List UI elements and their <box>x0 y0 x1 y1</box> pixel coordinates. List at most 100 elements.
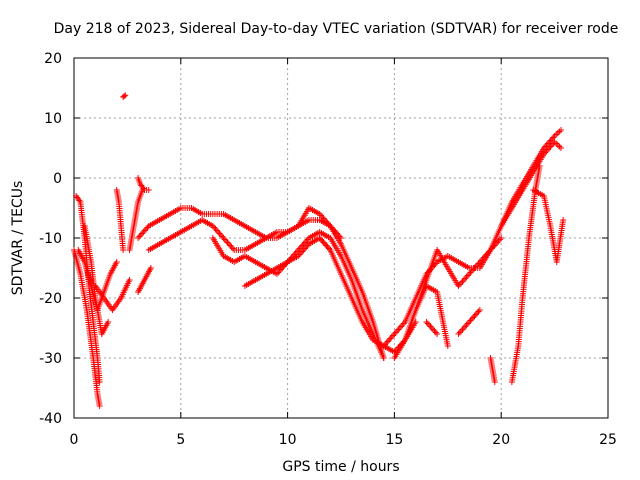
data-point <box>466 319 473 325</box>
data-point <box>470 314 477 321</box>
data-point <box>544 146 551 153</box>
data-point <box>229 245 236 252</box>
x-tick-label: 15 <box>385 432 403 448</box>
data-point <box>135 235 142 241</box>
data-point <box>217 232 224 238</box>
data-point <box>301 239 308 246</box>
data-point <box>550 134 557 141</box>
data-point <box>137 232 144 238</box>
data-point <box>394 328 401 334</box>
data-point <box>423 319 430 325</box>
x-tick-label: 5 <box>176 432 185 448</box>
data-point <box>548 142 555 148</box>
data-point <box>380 355 387 361</box>
data-point <box>476 307 483 313</box>
data-point <box>548 136 555 142</box>
data-point <box>558 127 565 133</box>
data-point <box>140 229 147 235</box>
data-point <box>96 379 103 385</box>
y-tick-label: 20 <box>44 51 62 67</box>
data-point <box>547 143 554 150</box>
data-point <box>558 145 565 151</box>
x-axis-label: GPS time / hours <box>282 459 399 475</box>
data-point <box>431 328 438 334</box>
chart-title: Day 218 of 2023, Sidereal Day-to-day VTE… <box>54 21 619 37</box>
data-point <box>105 319 112 325</box>
data-point <box>319 214 326 220</box>
data-point <box>543 148 550 154</box>
data-point <box>462 275 469 282</box>
data-point <box>320 239 327 246</box>
data-point <box>317 236 324 243</box>
data-point <box>96 403 103 409</box>
data-point <box>147 265 154 271</box>
data-point <box>546 139 553 145</box>
data-point <box>215 229 222 235</box>
data-point <box>227 242 234 249</box>
data-point <box>300 241 307 247</box>
data-point <box>428 325 435 331</box>
ticks: 0 5 10 15 20 25 -40 -30 -20 -10 0 10 20 <box>39 51 617 448</box>
data-point <box>544 140 551 147</box>
data-point <box>213 227 220 234</box>
data-points <box>71 92 567 409</box>
data-point <box>472 311 479 318</box>
x-tick-label: 25 <box>599 432 617 448</box>
data-point <box>126 277 133 283</box>
data-point <box>386 337 393 343</box>
data-point <box>460 277 467 283</box>
data-point <box>467 269 474 276</box>
data-point <box>221 236 228 243</box>
y-tick-label: 10 <box>44 111 62 127</box>
data-point <box>399 322 406 328</box>
data-point <box>455 331 462 337</box>
data-point <box>384 338 391 345</box>
data-point <box>121 93 128 100</box>
data-point <box>466 271 473 277</box>
data-point <box>560 217 567 223</box>
data-point <box>212 226 219 232</box>
data-point <box>427 323 434 330</box>
data-point <box>536 163 543 169</box>
data-point <box>474 310 481 316</box>
data-point <box>471 313 478 319</box>
data-point <box>225 241 232 247</box>
data-point <box>458 280 465 286</box>
data-point <box>120 247 127 253</box>
data-point <box>220 235 227 241</box>
data-point <box>296 245 303 252</box>
data-point <box>387 335 394 342</box>
data-point <box>141 227 148 234</box>
y-tick-label: -30 <box>39 351 62 367</box>
data-point <box>299 248 306 255</box>
data-point <box>430 326 437 333</box>
data-point <box>475 308 482 315</box>
data-point <box>219 233 226 240</box>
y-tick-label: -10 <box>39 231 62 247</box>
data-point <box>292 250 299 256</box>
data-point <box>424 320 431 327</box>
data-point <box>491 379 498 385</box>
data-point <box>444 343 451 349</box>
data-point <box>426 322 433 328</box>
data-point <box>224 239 231 246</box>
data-point <box>398 323 405 330</box>
data-point <box>223 238 230 244</box>
data-point <box>458 328 465 334</box>
y-tick-label: -40 <box>39 411 62 427</box>
data-point <box>136 233 143 240</box>
data-point <box>459 326 466 333</box>
data-point <box>122 92 129 99</box>
data-point <box>293 248 300 255</box>
data-point <box>460 325 467 331</box>
data-point <box>468 316 475 322</box>
y-axis-label: SDTVAR / TECUs <box>10 181 26 296</box>
x-tick-label: 10 <box>279 432 297 448</box>
data-point <box>228 244 235 250</box>
data-point <box>498 235 505 241</box>
data-point <box>145 187 152 193</box>
data-point <box>463 322 470 328</box>
data-point <box>321 241 328 247</box>
data-point <box>301 245 308 252</box>
data-point <box>392 329 399 336</box>
